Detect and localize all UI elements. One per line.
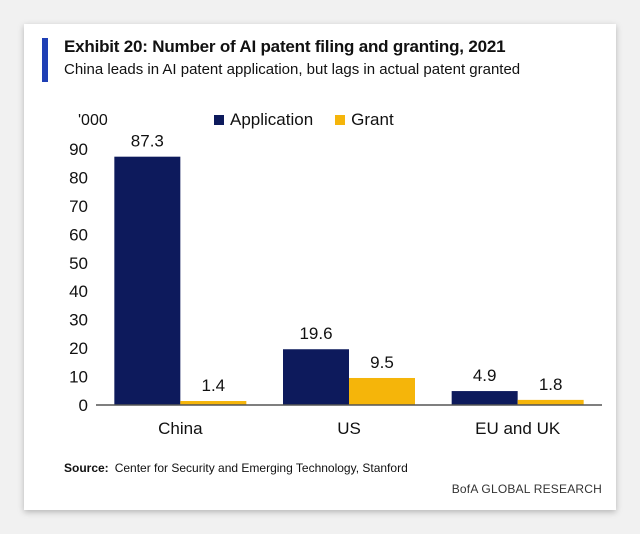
chart-subtitle: China leads in AI patent application, bu… bbox=[64, 61, 521, 78]
x-tick-label-eu-and-uk: EU and UK bbox=[475, 419, 561, 438]
y-tick-label: 30 bbox=[69, 311, 88, 330]
source-text: Center for Security and Emerging Technol… bbox=[114, 461, 408, 475]
data-label-grant-eu-and-uk: 1.8 bbox=[539, 375, 563, 394]
y-tick-label: 70 bbox=[69, 197, 88, 216]
y-tick-label: 10 bbox=[69, 368, 88, 387]
bar-grant-us bbox=[349, 377, 415, 405]
y-tick-label: 40 bbox=[69, 282, 88, 301]
legend: Application Grant bbox=[214, 110, 416, 130]
y-tick-label: 0 bbox=[79, 396, 88, 415]
y-tick-label: 20 bbox=[69, 339, 88, 358]
bar-application-eu-and-uk bbox=[451, 391, 518, 405]
brand-footer: BofA GLOBAL RESEARCH bbox=[451, 482, 602, 496]
bar-application-us bbox=[283, 349, 349, 405]
legend-label-application: Application bbox=[230, 110, 314, 129]
y-tick-label: 90 bbox=[69, 140, 88, 159]
legend-swatch-grant bbox=[335, 115, 346, 125]
data-label-application-china: 87.3 bbox=[131, 132, 164, 151]
y-tick-label: 50 bbox=[69, 254, 88, 273]
chart-title: Exhibit 20: Number of AI patent filing a… bbox=[64, 37, 506, 56]
data-label-application-us: 19.6 bbox=[299, 324, 332, 343]
accent-bar bbox=[42, 38, 48, 82]
x-tick-label-us: US bbox=[337, 419, 361, 438]
data-label-grant-us: 9.5 bbox=[370, 353, 394, 372]
y-tick-label: 60 bbox=[69, 225, 88, 244]
data-label-grant-china: 1.4 bbox=[202, 376, 226, 395]
y-axis-unit: '000 bbox=[78, 112, 108, 129]
y-tick-label: 80 bbox=[69, 168, 88, 187]
source-note: Source: Center for Security and Emerging … bbox=[64, 461, 408, 475]
bar-grant-china bbox=[180, 401, 247, 405]
x-tick-label-china: China bbox=[158, 419, 203, 438]
legend-label-grant: Grant bbox=[351, 110, 394, 129]
source-label: Source: bbox=[64, 461, 109, 475]
bar-chart: 0 10 20 30 40 50 60 70 80 90 87.3 1.4 China 19.6 9.5 US… bbox=[69, 132, 602, 438]
legend-swatch-application bbox=[214, 115, 224, 125]
bar-grant-eu-and-uk bbox=[517, 399, 584, 405]
bar-application-china bbox=[114, 156, 181, 405]
legend-item-grant: Grant bbox=[335, 110, 394, 130]
exhibit-card: Exhibit 20: Number of AI patent filing a… bbox=[24, 24, 616, 510]
legend-item-application: Application bbox=[214, 110, 313, 130]
data-label-application-eu-and-uk: 4.9 bbox=[473, 366, 497, 385]
